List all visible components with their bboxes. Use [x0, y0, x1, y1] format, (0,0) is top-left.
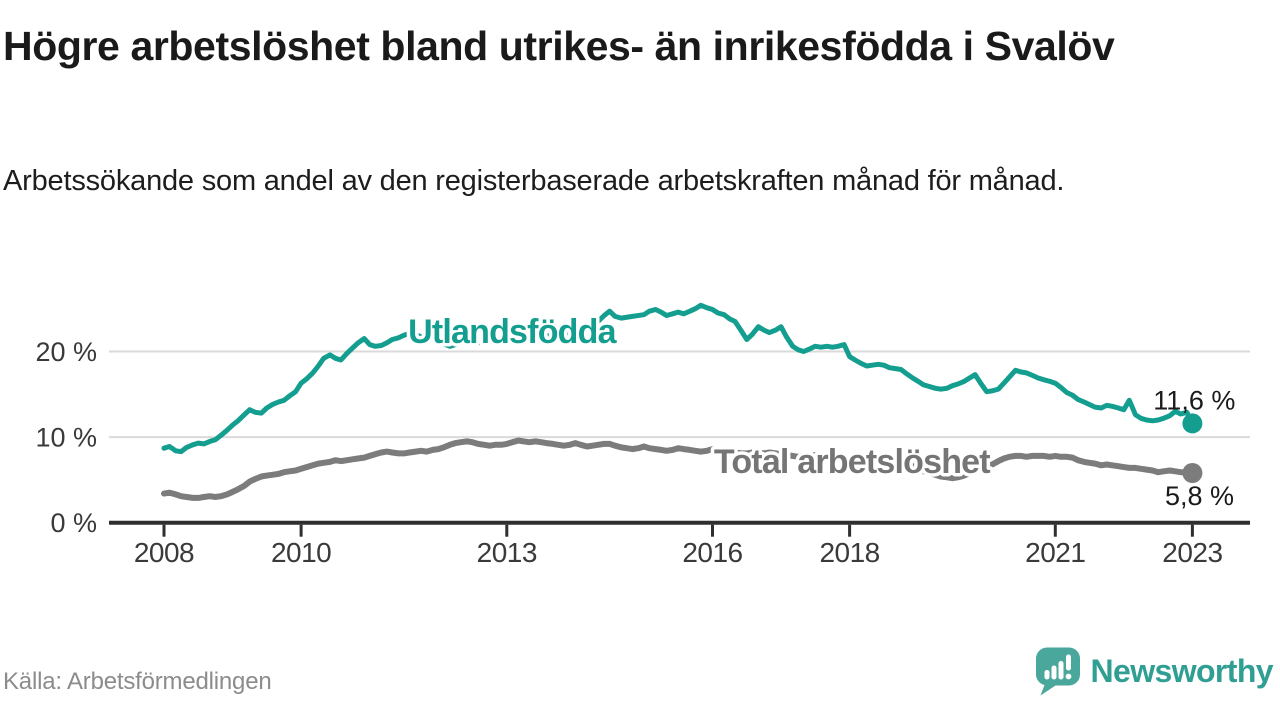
speech-bubble-shape [1035, 647, 1080, 696]
x-tick-label-2018: 2018 [819, 537, 879, 568]
y-tick-label-10-: 10 % [35, 423, 97, 453]
newsworthy-speech-bubble-chart-icon [1035, 647, 1080, 696]
x-tick-label-2013: 2013 [477, 537, 537, 568]
bar-small [1044, 670, 1049, 680]
y-tick-label-20-: 20 % [35, 337, 97, 367]
x-tick-label-2021: 2021 [1025, 537, 1085, 568]
x-tick-label-2016: 2016 [682, 537, 742, 568]
exclamation-dot [1065, 673, 1071, 680]
end-dot-utlandsf-dda [1182, 413, 1203, 434]
y-tick-label-0-: 0 % [50, 508, 97, 538]
value-label-utlandsfodda: 11,6 % [1153, 386, 1235, 416]
series-label-total-arbetsloshet: Total arbetslöshet [714, 443, 990, 481]
newsworthy-logo-text: Newsworthy [1090, 652, 1274, 689]
line-total-arbetsl-shet [161, 437, 1196, 501]
value-label-total-arbetsloshet: 5,8 % [1165, 481, 1234, 511]
source-note: Källa: Arbetsförmedlingen [3, 668, 272, 695]
end-dot-total-arbetsl-shet [1182, 463, 1203, 483]
page-title: Högre arbetslöshet bland utrikes- än inr… [3, 23, 1115, 69]
bar-medium [1051, 665, 1056, 680]
bar-large [1058, 661, 1063, 680]
line-utlandsf-dda [161, 302, 1195, 455]
newsworthy-logo: Newsworthy [1034, 646, 1274, 696]
page-subtitle: Arbetssökande som andel av den registerb… [3, 165, 1065, 197]
x-tick-label-2023: 2023 [1162, 537, 1222, 568]
x-tick-label-2010: 2010 [271, 537, 331, 568]
series-label-utlandsfodda: Utlandsfödda [408, 313, 618, 351]
exclamation-bar [1065, 654, 1071, 671]
x-tick-label-2008: 2008 [134, 537, 194, 568]
